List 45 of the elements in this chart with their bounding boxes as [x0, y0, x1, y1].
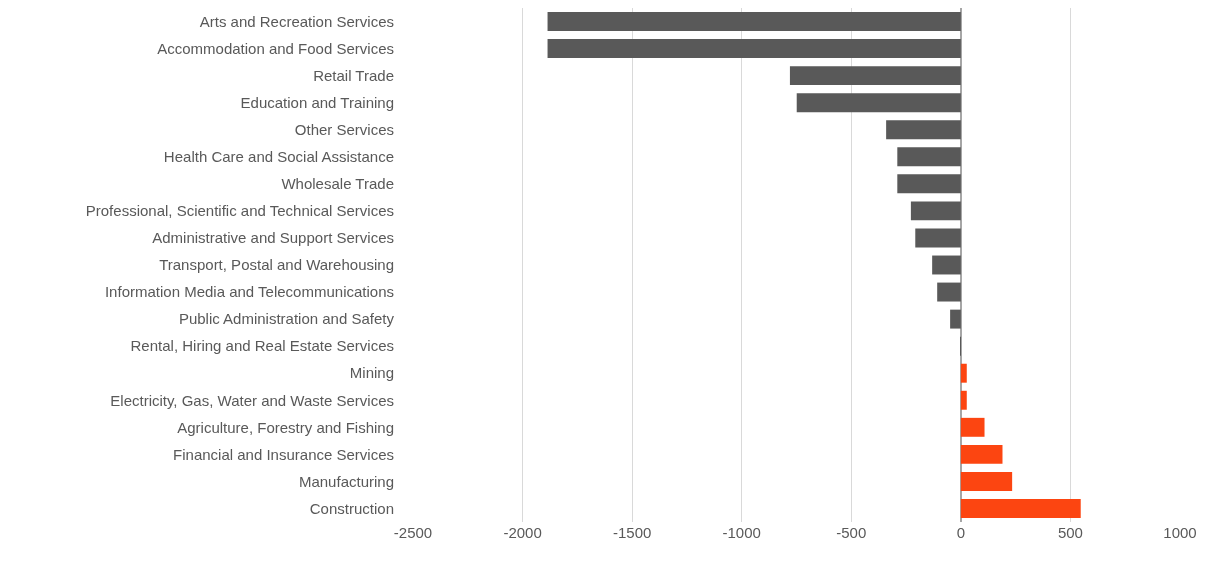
y-tick-label: Financial and Insurance Services [173, 445, 394, 463]
y-tick-label: Professional, Scientific and Technical Services [85, 202, 394, 220]
y-tick-label: Administrative and Support Services [152, 229, 394, 247]
x-tick-label: -500 [836, 524, 867, 541]
bar [910, 201, 961, 221]
bar [915, 228, 961, 248]
y-tick-label: Manufacturing [298, 472, 394, 490]
y-tick-label: Education and Training [240, 93, 394, 111]
x-tick-label: -2500 [393, 524, 433, 541]
bar [960, 444, 1003, 464]
x-tick-label: 1000 [1163, 524, 1197, 541]
bar [547, 39, 961, 59]
bar [897, 174, 961, 194]
y-tick-label: Arts and Recreation Services [199, 12, 394, 30]
bar [932, 255, 961, 275]
y-tick-label: Electricity, Gas, Water and Waste Services [110, 391, 394, 409]
y-tick-label: Mining [349, 364, 394, 382]
bar [960, 417, 985, 437]
y-tick-label: Transport, Postal and Warehousing [159, 256, 394, 274]
bar [960, 363, 967, 383]
y-tick-label: Public Administration and Safety [178, 310, 395, 328]
bar [886, 120, 961, 140]
bar [937, 282, 961, 302]
y-tick-label: Wholesale Trade [281, 175, 394, 193]
bar [796, 93, 961, 113]
y-tick-label: Agriculture, Forestry and Fishing [177, 418, 394, 436]
y-tick-label: Retail Trade [313, 66, 394, 84]
y-tick-label: Accommodation and Food Services [157, 39, 394, 57]
y-tick-label: Construction [309, 499, 394, 517]
x-tick-label: -2000 [503, 524, 542, 541]
bar [897, 147, 961, 167]
x-tick-label: 500 [1057, 524, 1083, 541]
y-tick-label: Rental, Hiring and Real Estate Services [130, 337, 394, 355]
x-tick-label: 0 [956, 524, 966, 541]
y-tick-label: Health Care and Social Assistance [163, 148, 394, 166]
x-tick-label: -1000 [722, 524, 761, 541]
bar [789, 66, 961, 86]
bar [960, 390, 967, 410]
y-tick-label: Other Services [294, 120, 394, 138]
x-tick-label: -1500 [612, 524, 652, 541]
bar [960, 471, 1013, 491]
y-tick-label: Information Media and Telecommunications [104, 283, 394, 301]
bar [547, 12, 961, 31]
bar [950, 309, 961, 329]
bar [960, 499, 1081, 518]
